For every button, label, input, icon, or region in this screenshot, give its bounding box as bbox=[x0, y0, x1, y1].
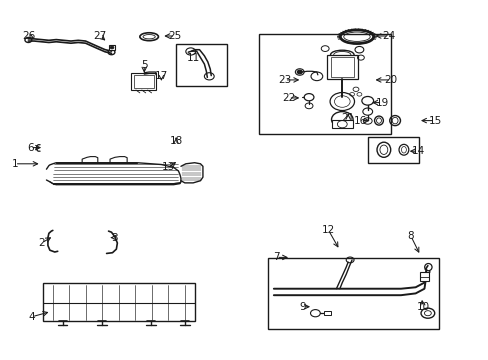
Text: 22: 22 bbox=[281, 93, 295, 103]
Text: 17: 17 bbox=[154, 71, 168, 81]
Text: 25: 25 bbox=[168, 31, 182, 41]
Text: 1: 1 bbox=[11, 159, 18, 169]
Text: 23: 23 bbox=[277, 75, 291, 85]
Text: 18: 18 bbox=[169, 136, 183, 146]
Bar bbox=[326, 55, 357, 79]
Text: 15: 15 bbox=[427, 116, 441, 126]
Text: 11: 11 bbox=[186, 53, 200, 63]
Bar bbox=[267, 258, 438, 329]
Text: 10: 10 bbox=[416, 302, 428, 312]
Text: 12: 12 bbox=[321, 225, 335, 235]
Text: 13: 13 bbox=[162, 162, 175, 172]
Text: 9: 9 bbox=[299, 302, 306, 312]
Bar bbox=[367, 137, 418, 163]
Circle shape bbox=[297, 70, 302, 74]
Bar bbox=[108, 45, 115, 50]
Bar bbox=[43, 283, 194, 321]
Bar bbox=[330, 57, 353, 77]
Circle shape bbox=[110, 46, 114, 49]
Text: 8: 8 bbox=[407, 231, 413, 241]
Text: 24: 24 bbox=[381, 31, 395, 41]
Text: 20: 20 bbox=[384, 75, 397, 85]
Bar bbox=[259, 34, 390, 134]
Bar bbox=[419, 272, 428, 281]
Text: 2: 2 bbox=[38, 238, 45, 248]
Bar bbox=[331, 120, 352, 128]
Text: 26: 26 bbox=[22, 31, 36, 41]
Bar bbox=[131, 73, 156, 90]
Text: 7: 7 bbox=[272, 252, 279, 262]
Text: 21: 21 bbox=[341, 113, 354, 123]
Text: 16: 16 bbox=[353, 116, 367, 126]
Bar bbox=[323, 311, 330, 315]
Text: 3: 3 bbox=[111, 233, 118, 243]
Text: 6: 6 bbox=[27, 143, 34, 153]
Text: 19: 19 bbox=[375, 98, 388, 108]
Bar bbox=[176, 44, 227, 86]
Text: 4: 4 bbox=[28, 312, 35, 322]
Text: 27: 27 bbox=[93, 31, 107, 41]
Bar bbox=[134, 75, 153, 88]
Text: 14: 14 bbox=[410, 146, 424, 156]
Text: 5: 5 bbox=[141, 60, 147, 70]
